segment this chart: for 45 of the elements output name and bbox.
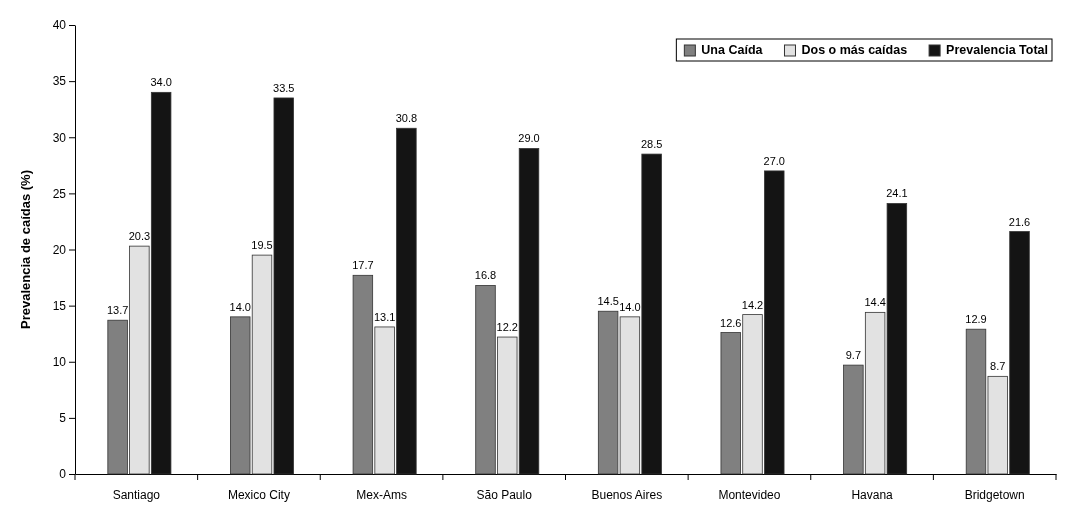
data-label: 34.0 bbox=[150, 76, 172, 89]
x-tick-label: Santiago bbox=[112, 487, 161, 502]
data-label: 12.9 bbox=[965, 313, 987, 326]
y-tick-label: 15 bbox=[52, 298, 67, 313]
data-label: 9.7 bbox=[845, 349, 862, 362]
data-label: 16.8 bbox=[474, 269, 497, 282]
data-label: 12.6 bbox=[720, 316, 742, 329]
x-tick-label: Mex-Ams bbox=[356, 487, 407, 502]
data-label: 29.0 bbox=[518, 132, 540, 145]
y-tick-label: 5 bbox=[59, 411, 67, 426]
y-tick-label: 30 bbox=[52, 130, 67, 145]
data-label: 33.5 bbox=[273, 81, 295, 94]
data-label: 14.4 bbox=[864, 296, 886, 309]
data-label: 30.8 bbox=[395, 112, 418, 125]
x-tick-label: Mexico City bbox=[227, 487, 290, 502]
legend-label: Prevalencia Total bbox=[946, 43, 1048, 57]
y-tick-label: 0 bbox=[59, 467, 67, 482]
x-tick-label: Havana bbox=[851, 487, 894, 502]
data-label: 17.7 bbox=[352, 259, 374, 272]
legend-label: Dos o más caídas bbox=[801, 43, 908, 57]
data-label: 20.3 bbox=[128, 230, 151, 243]
y-tick-label: 40 bbox=[52, 18, 67, 33]
data-label: 14.0 bbox=[619, 300, 641, 313]
data-label: 14.2 bbox=[741, 298, 764, 311]
data-label: 21.6 bbox=[1008, 215, 1031, 228]
data-label: 8.7 bbox=[990, 360, 1006, 373]
x-tick-label: Buenos Aires bbox=[591, 487, 663, 502]
y-tick-label: 25 bbox=[52, 186, 67, 201]
data-label: 19.5 bbox=[251, 239, 273, 252]
x-tick-label: Bridgetown bbox=[964, 487, 1025, 502]
y-tick-label: 10 bbox=[52, 355, 67, 370]
x-tick-label: São Paulo bbox=[476, 487, 533, 502]
y-tick-label: 35 bbox=[52, 74, 67, 89]
data-label: 27.0 bbox=[763, 154, 785, 167]
data-label: 12.2 bbox=[496, 321, 518, 334]
data-label: 24.1 bbox=[886, 187, 908, 200]
x-tick-label: Montevideo bbox=[718, 487, 781, 502]
legend-label: Una Caída bbox=[701, 43, 764, 57]
y-axis-title: Prevalencia de caídas (%) bbox=[18, 170, 33, 329]
data-label: 13.7 bbox=[106, 304, 129, 317]
data-label: 14.0 bbox=[229, 300, 251, 313]
data-label: 13.1 bbox=[373, 310, 396, 323]
data-label: 14.5 bbox=[597, 295, 619, 308]
data-label: 28.5 bbox=[640, 138, 663, 151]
y-tick-label: 20 bbox=[52, 242, 67, 257]
